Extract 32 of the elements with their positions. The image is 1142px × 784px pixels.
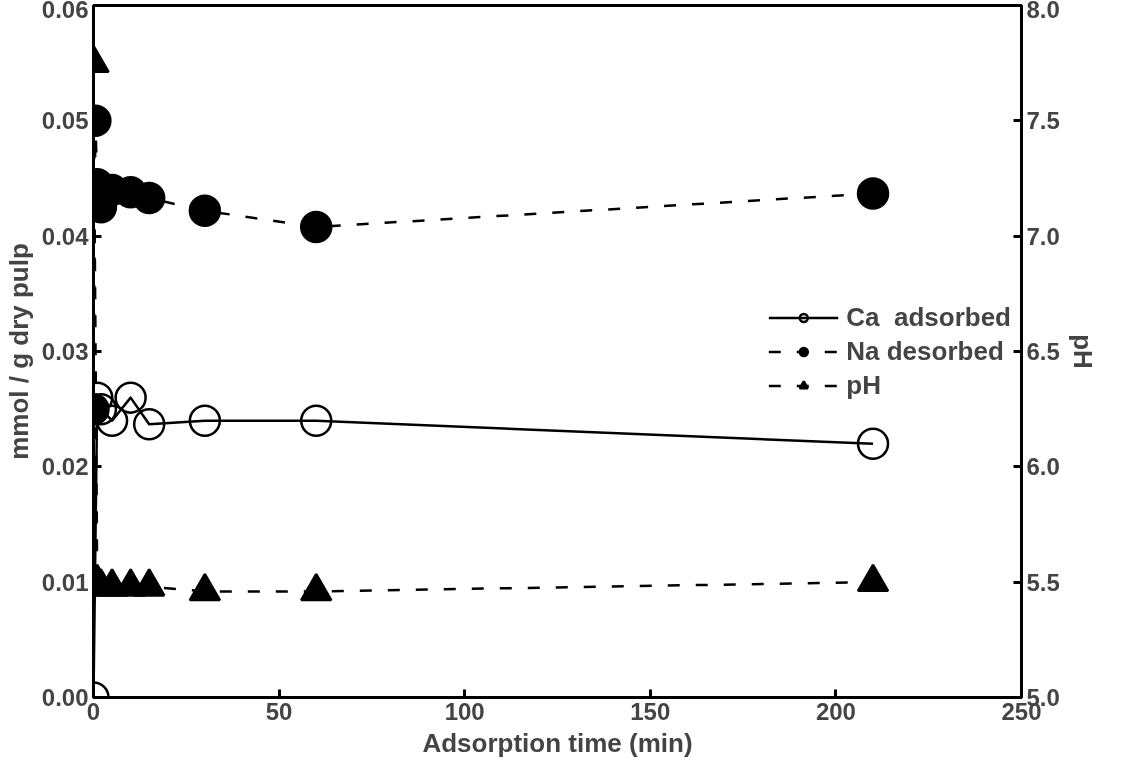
legend-label: Ca adsorbed [846,301,1011,333]
point [114,381,147,414]
y2-tick-label: 5.5 [1026,568,1060,596]
y2-tick-label: 7.0 [1026,222,1060,250]
x-tick-label: 200 [815,697,856,725]
legend-label: Na desorbed [846,335,1004,367]
y-axis-title: mmol / g dry pulp [3,243,34,460]
x-tick-label: 100 [444,697,485,725]
legend-label: pH [846,369,881,401]
y2-tick-label: 7.5 [1026,107,1060,135]
point [132,407,166,441]
y2-axis-title: pH [1067,334,1098,369]
y2-tick-label: 6.5 [1026,338,1060,365]
x-tick-label: 50 [265,697,293,725]
point [856,177,890,210]
y2-tick-label: 6.0 [1026,453,1060,481]
point [95,404,129,437]
x-tick-label: 150 [630,697,671,725]
x-axis-title: Adsorption time (min) [422,727,693,758]
point [299,210,333,244]
y2-tick-label: 8.0 [1026,0,1060,23]
point [856,427,890,460]
point [188,404,222,437]
y-tick-label: 0.06 [41,0,89,23]
point [132,181,166,215]
y-tick-label: 0.04 [41,222,90,250]
y-tick-label: 0.03 [41,338,89,365]
y-tick-label: 0.01 [41,568,89,596]
point [188,194,222,228]
y-tick-label: 0.02 [41,453,89,481]
y-tick-label: 0.05 [41,107,89,135]
point [299,404,333,437]
